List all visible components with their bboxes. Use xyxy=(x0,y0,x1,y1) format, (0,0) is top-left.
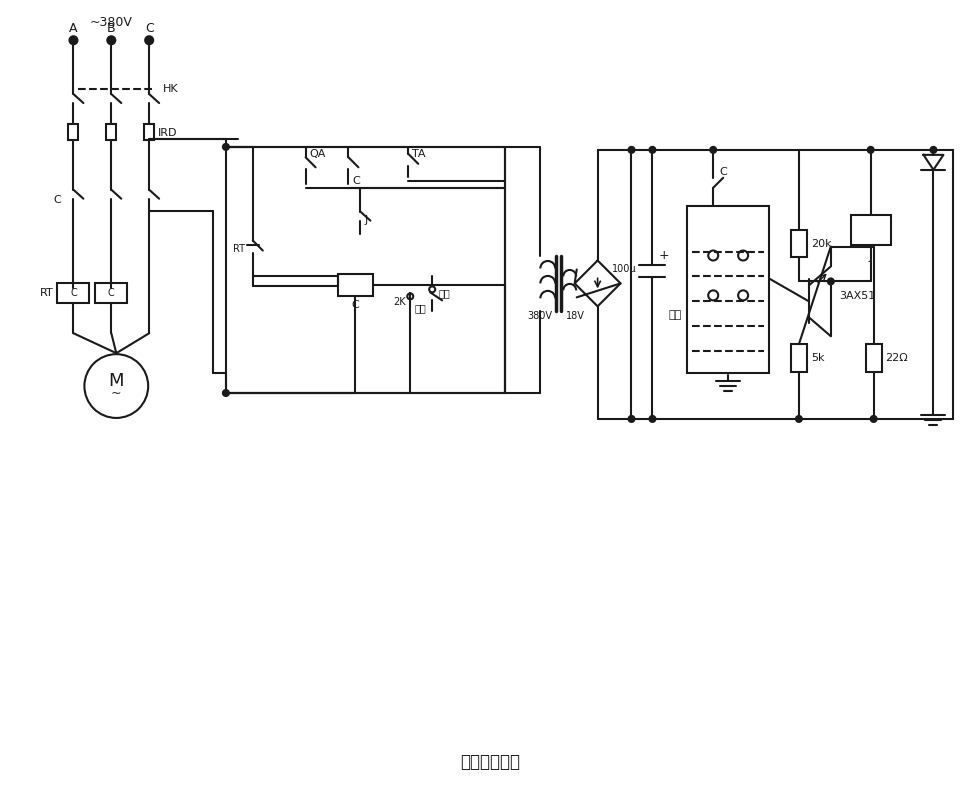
Circle shape xyxy=(649,147,655,153)
Circle shape xyxy=(107,36,115,44)
Text: RT: RT xyxy=(233,244,245,254)
Text: A: A xyxy=(69,22,78,34)
Circle shape xyxy=(871,416,877,422)
Circle shape xyxy=(629,147,635,153)
Text: 5k: 5k xyxy=(811,353,825,363)
Circle shape xyxy=(930,147,936,153)
Circle shape xyxy=(710,147,717,153)
Text: C: C xyxy=(145,22,153,34)
Text: 100μ: 100μ xyxy=(612,264,637,275)
Text: J: J xyxy=(365,215,368,224)
Text: M: M xyxy=(108,372,124,390)
Circle shape xyxy=(223,390,229,396)
Bar xyxy=(226,147,505,393)
Text: 水箱: 水箱 xyxy=(668,310,682,320)
Text: 380V: 380V xyxy=(527,312,552,321)
Text: ~380V: ~380V xyxy=(90,16,133,29)
Text: RT: RT xyxy=(40,288,54,299)
Text: ~: ~ xyxy=(111,387,122,400)
Text: J: J xyxy=(869,252,873,261)
Circle shape xyxy=(223,144,229,150)
Circle shape xyxy=(796,416,801,422)
Circle shape xyxy=(69,36,77,44)
Bar xyxy=(68,124,78,140)
Text: 启动: 启动 xyxy=(438,288,449,299)
Text: 2K: 2K xyxy=(394,297,407,308)
Text: C: C xyxy=(108,288,115,299)
Text: 20k: 20k xyxy=(811,239,832,248)
Text: 3AX51: 3AX51 xyxy=(838,292,875,301)
Bar xyxy=(866,344,881,372)
Text: 简易水位控制: 简易水位控制 xyxy=(460,753,520,771)
Bar xyxy=(337,275,373,296)
Circle shape xyxy=(145,36,153,44)
Text: 22Ω: 22Ω xyxy=(885,353,909,363)
Text: B: B xyxy=(107,22,116,34)
Text: HK: HK xyxy=(163,84,178,94)
Text: C: C xyxy=(54,195,61,205)
Circle shape xyxy=(868,147,874,153)
Bar xyxy=(851,215,890,244)
Bar xyxy=(106,124,116,140)
Circle shape xyxy=(828,279,834,284)
Text: C: C xyxy=(352,300,360,310)
Bar xyxy=(144,124,154,140)
Text: C: C xyxy=(720,167,727,177)
Bar xyxy=(687,206,769,373)
Text: QA: QA xyxy=(310,149,326,159)
Bar xyxy=(632,150,954,419)
Text: C: C xyxy=(70,288,77,299)
Circle shape xyxy=(649,416,655,422)
Text: TA: TA xyxy=(412,149,426,159)
Bar xyxy=(96,284,128,304)
Bar xyxy=(791,230,807,257)
Text: +: + xyxy=(658,249,669,262)
Text: C: C xyxy=(353,175,360,186)
Bar xyxy=(791,344,807,372)
Bar xyxy=(58,284,90,304)
Text: 18V: 18V xyxy=(566,312,585,321)
Text: 手动: 手动 xyxy=(414,304,426,313)
Text: IRD: IRD xyxy=(158,128,177,138)
Circle shape xyxy=(629,416,635,422)
